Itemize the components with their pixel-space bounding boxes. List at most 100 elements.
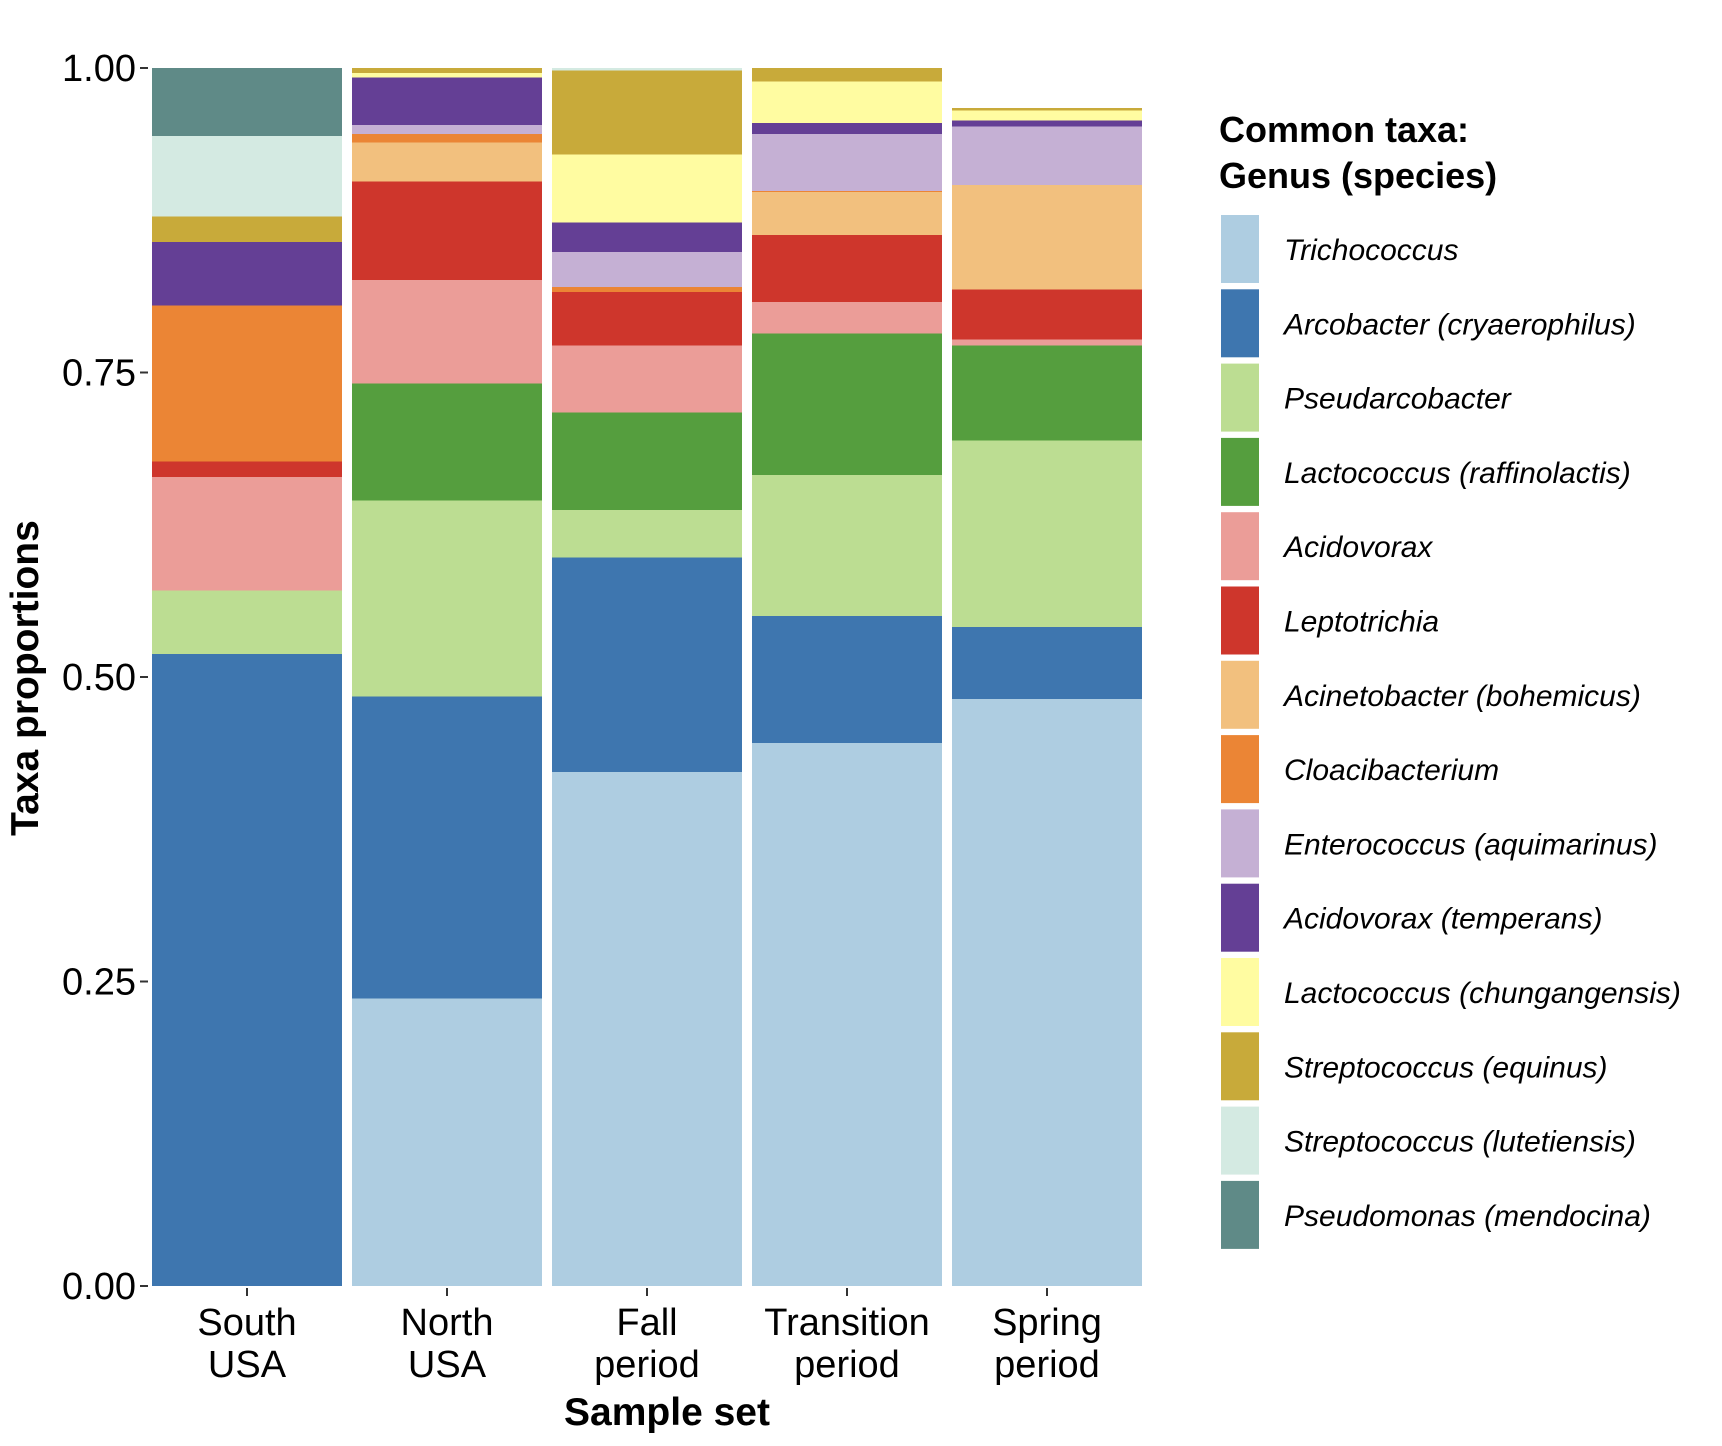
bar-segment-0-11 bbox=[152, 216, 342, 243]
legend-title-line-2: Genus (species) bbox=[1219, 155, 1497, 196]
x-axis-title: Sample set bbox=[564, 1391, 770, 1434]
bar-segment-4-10 bbox=[952, 110, 1142, 121]
legend-label-4: Acidovorax bbox=[1282, 531, 1433, 564]
y-axis-ticks: 0.00 0.25 0.50 0.75 1.00 bbox=[62, 48, 148, 1308]
x-tick-label-0-1: USA bbox=[208, 1344, 287, 1386]
bar-segment-2-4 bbox=[552, 345, 742, 413]
x-tick-label-2-1: period bbox=[594, 1344, 700, 1386]
y-tick-label-0: 0.00 bbox=[62, 1266, 136, 1308]
bar-segment-0-5 bbox=[152, 461, 342, 478]
legend-key-6 bbox=[1221, 660, 1259, 729]
legend-label-6: Acinetobacter (bohemicus) bbox=[1282, 680, 1641, 713]
bar-segment-2-3 bbox=[552, 412, 742, 511]
bar-segment-2-10 bbox=[552, 154, 742, 223]
bar-segment-4-9 bbox=[952, 120, 1142, 127]
bar-segment-2-9 bbox=[552, 222, 742, 252]
legend-label-0: Trichococcus bbox=[1284, 234, 1459, 267]
bar-segment-1-11 bbox=[352, 68, 542, 73]
bar-segment-4-8 bbox=[952, 126, 1142, 185]
bar-segment-2-0 bbox=[552, 772, 742, 1286]
legend-key-8 bbox=[1221, 809, 1259, 878]
bar-segment-0-2 bbox=[152, 590, 342, 654]
legend-key-10 bbox=[1221, 958, 1259, 1026]
bar-segment-1-2 bbox=[352, 500, 542, 697]
bar-segment-1-5 bbox=[352, 181, 542, 280]
legend-label-2: Pseudarcobacter bbox=[1284, 383, 1512, 416]
x-tick-label-3-1: period bbox=[794, 1344, 900, 1386]
bar-segment-1-8 bbox=[352, 125, 542, 134]
bar-segment-0-13 bbox=[152, 68, 342, 137]
bar-segment-1-10 bbox=[352, 72, 542, 78]
bar-segment-4-6 bbox=[952, 184, 1142, 290]
legend-key-4 bbox=[1221, 512, 1259, 581]
legend-key-7 bbox=[1221, 735, 1259, 804]
legend-label-3: Lactococcus (raffinolactis) bbox=[1284, 457, 1631, 490]
x-tick-label-2-0: Fall bbox=[616, 1302, 677, 1344]
legend-title-line-1: Common taxa: bbox=[1219, 109, 1469, 150]
bar-segment-3-11 bbox=[752, 68, 942, 82]
x-tick-label-4-1: period bbox=[994, 1344, 1100, 1386]
legend-key-5 bbox=[1221, 586, 1259, 655]
bar-segment-2-8 bbox=[552, 251, 742, 288]
bar-segment-1-0 bbox=[352, 998, 542, 1286]
x-tick-label-4-0: Spring bbox=[992, 1302, 1102, 1344]
legend-key-3 bbox=[1221, 437, 1259, 506]
bar-segment-3-7 bbox=[752, 191, 942, 193]
bar-segment-0-12 bbox=[152, 136, 342, 217]
bar-segment-2-7 bbox=[552, 287, 742, 293]
bar-segment-4-3 bbox=[952, 345, 1142, 441]
bar-segment-4-4 bbox=[952, 339, 1142, 346]
bar-segment-4-0 bbox=[952, 698, 1142, 1286]
bar-segment-3-3 bbox=[752, 333, 942, 475]
bar-segment-3-5 bbox=[752, 234, 942, 302]
y-axis-title: Taxa proportions bbox=[4, 520, 47, 836]
bar-segment-3-9 bbox=[752, 122, 942, 134]
bar-segment-3-1 bbox=[752, 616, 942, 743]
bar-segment-2-11 bbox=[552, 70, 742, 155]
legend-key-11 bbox=[1221, 1032, 1259, 1101]
y-tick-label-3: 0.75 bbox=[62, 353, 136, 395]
legend-label-12: Streptococcus (lutetiensis) bbox=[1284, 1126, 1636, 1159]
bar-segment-0-9 bbox=[152, 242, 342, 306]
legend-label-8: Enterococcus (aquimarinus) bbox=[1284, 828, 1658, 861]
y-tick-label-2: 0.50 bbox=[62, 657, 136, 699]
bar-segment-2-12 bbox=[552, 68, 742, 71]
legend-key-1 bbox=[1221, 289, 1259, 358]
bar-segment-1-1 bbox=[352, 696, 542, 999]
legend-label-5: Leptotrichia bbox=[1284, 606, 1439, 639]
bar-segment-2-1 bbox=[552, 557, 742, 773]
bar-segment-1-9 bbox=[352, 77, 542, 126]
x-tick-label-0-0: South bbox=[197, 1302, 296, 1344]
y-tick-label-1: 0.25 bbox=[62, 962, 136, 1004]
bar-segment-3-6 bbox=[752, 192, 942, 235]
bar-segment-0-1 bbox=[152, 653, 342, 1286]
bar-segment-4-1 bbox=[952, 627, 1142, 699]
x-tick-label-1-1: USA bbox=[408, 1344, 487, 1386]
legend-items: Trichococcus Arcobacter (cryaerophilus) Ps… bbox=[1221, 215, 1681, 1249]
bar-segment-1-4 bbox=[352, 279, 542, 384]
legend-label-11: Streptococcus (equinus) bbox=[1284, 1051, 1608, 1084]
x-tick-label-1-0: North bbox=[401, 1302, 494, 1344]
legend-label-13: Pseudomonas (mendocina) bbox=[1284, 1200, 1651, 1233]
bar-segment-4-5 bbox=[952, 289, 1142, 340]
x-axis-ticks: SouthUSANorthUSAFallperiodTransitionperi… bbox=[197, 1288, 1102, 1386]
bar-segment-3-2 bbox=[752, 474, 942, 617]
bars-layer bbox=[152, 68, 1142, 1286]
legend-key-0 bbox=[1221, 215, 1259, 283]
legend-label-10: Lactococcus (chungangensis) bbox=[1284, 977, 1681, 1010]
bar-segment-3-10 bbox=[752, 81, 942, 123]
bar-segment-1-3 bbox=[352, 383, 542, 501]
bar-segment-1-7 bbox=[352, 133, 542, 143]
legend-key-12 bbox=[1221, 1106, 1259, 1175]
bar-segment-1-6 bbox=[352, 142, 542, 182]
y-tick-label-4: 1.00 bbox=[62, 48, 136, 90]
bar-segment-2-2 bbox=[552, 510, 742, 558]
legend-key-13 bbox=[1221, 1180, 1259, 1249]
bar-segment-2-5 bbox=[552, 292, 742, 346]
legend-label-7: Cloacibacterium bbox=[1284, 754, 1499, 787]
legend: Common taxa: Genus (species) Trichococcu… bbox=[1219, 109, 1681, 1249]
bar-segment-0-4 bbox=[152, 477, 342, 591]
x-tick-label-3-0: Transition bbox=[764, 1302, 929, 1344]
bar-segment-3-8 bbox=[752, 133, 942, 192]
